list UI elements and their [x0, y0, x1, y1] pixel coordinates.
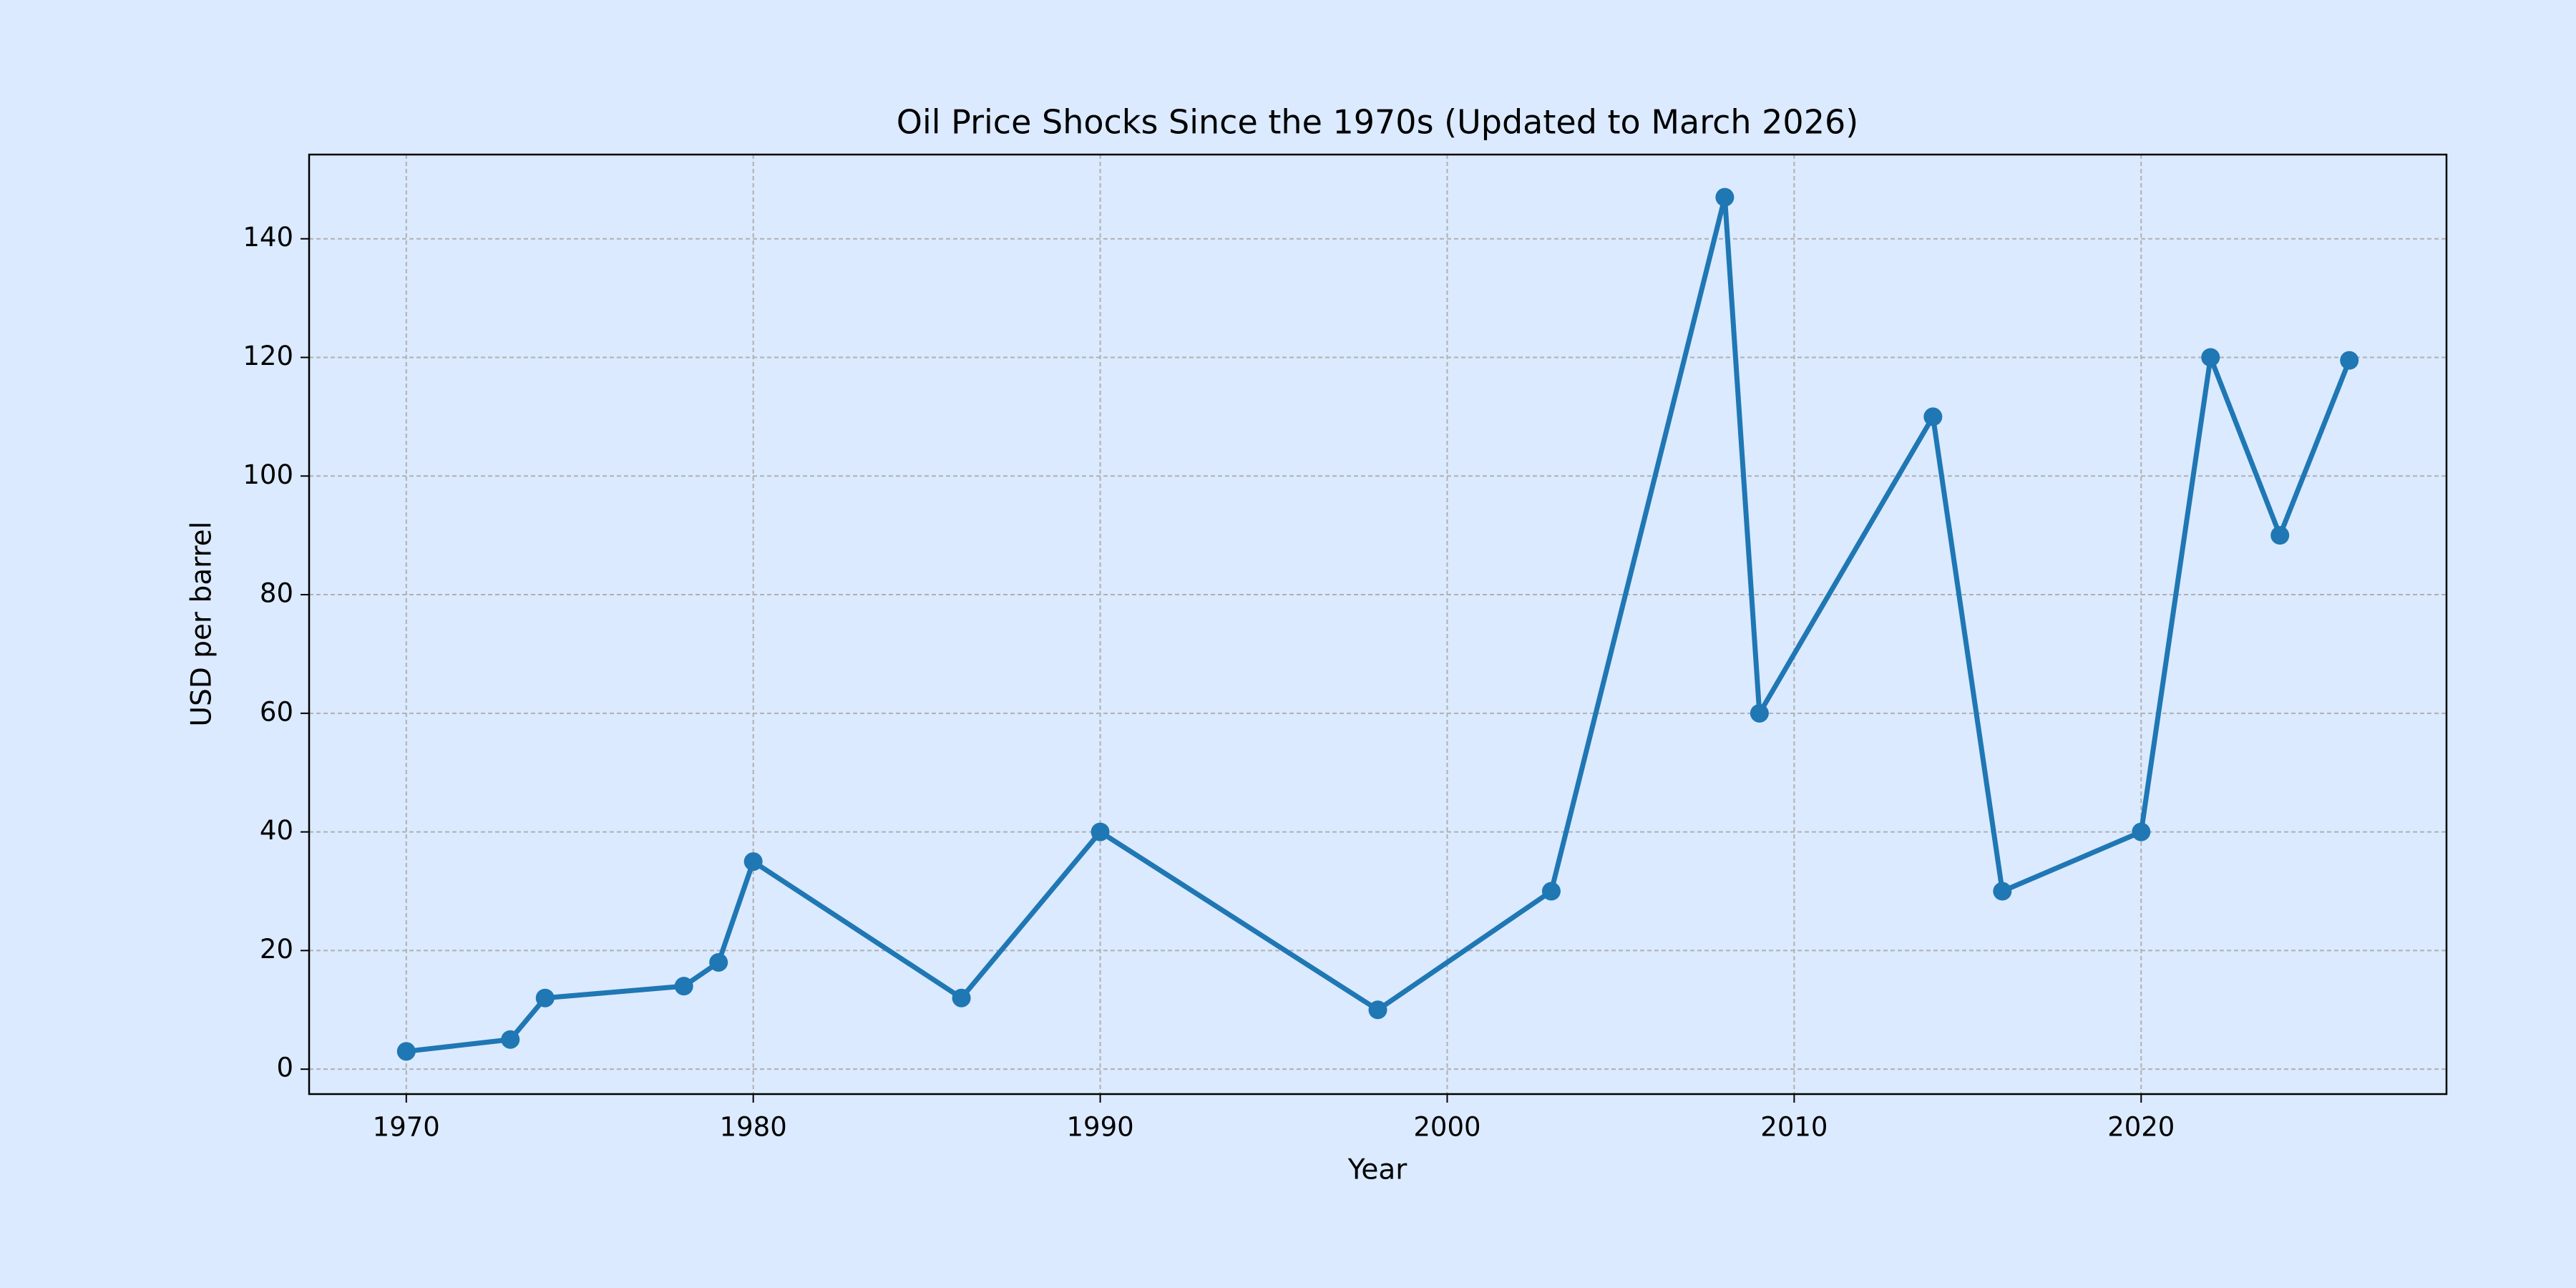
data-point: [1091, 822, 1110, 841]
x-tick-label: 2020: [2107, 1112, 2175, 1143]
x-tick-label: 2010: [1760, 1112, 1828, 1143]
y-tick-label: 20: [260, 934, 293, 965]
data-point: [952, 988, 971, 1008]
data-point: [1750, 703, 1769, 723]
x-tick-label: 1990: [1066, 1112, 1133, 1143]
y-tick-label: 120: [243, 341, 293, 371]
x-tick-label: 2000: [1413, 1112, 1480, 1143]
data-point: [1993, 882, 2012, 901]
data-point: [1715, 187, 1735, 207]
data-point: [1541, 882, 1561, 901]
plot-frame: [308, 153, 2448, 1096]
data-point: [2132, 822, 2151, 841]
data-point: [535, 988, 555, 1008]
data-point: [709, 952, 728, 972]
y-tick-label: 60: [260, 696, 293, 727]
data-point: [1923, 407, 1943, 426]
x-axis-label: Year: [1347, 1154, 1408, 1186]
x-tick-label: 1980: [720, 1112, 787, 1143]
x-tick-label: 1970: [373, 1112, 440, 1143]
data-point: [2201, 348, 2220, 367]
y-tick-label: 40: [260, 815, 293, 846]
y-tick-label: 80: [260, 578, 293, 609]
y-tick-label: 140: [243, 222, 293, 253]
data-point: [1368, 1000, 1387, 1020]
y-axis-label: USD per barrel: [186, 522, 218, 727]
data-point: [2270, 526, 2290, 545]
data-point: [743, 852, 763, 872]
series-line: [406, 195, 2352, 1054]
data-point: [501, 1030, 520, 1049]
data-point: [396, 1042, 416, 1061]
y-tick-label: 0: [276, 1053, 293, 1083]
y-tick-label: 100: [243, 459, 293, 490]
chart-title: Oil Price Shocks Since the 1970s (Update…: [897, 103, 1858, 142]
data-point: [2340, 351, 2359, 370]
data-point: [674, 977, 693, 996]
